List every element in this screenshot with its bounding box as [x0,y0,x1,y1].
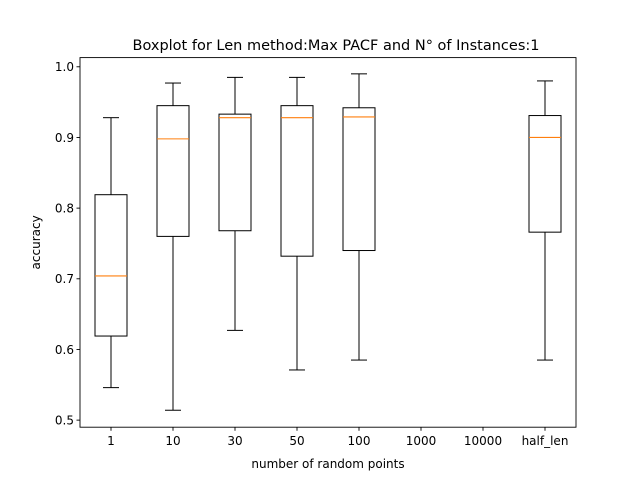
x-tick-label-0: 1 [107,434,115,448]
y-tick-label-3: 0.8 [55,201,74,215]
y-tick-label-0: 0.5 [55,413,74,427]
x-tick-label-3: 50 [289,434,304,448]
chart-title: Boxplot for Len method:Max PACF and N° o… [133,38,540,54]
x-tick-label-7: half_len [522,434,569,448]
x-tick-label-2: 30 [227,434,242,448]
x-axis-label: number of random points [251,457,404,471]
x-tick-label-1: 10 [165,434,180,448]
plot-area: 0.5 0.6 0.7 0.8 0.9 1.0 1 10 30 50 100 1000 10000 hal… [55,60,569,448]
x-tick-label-6: 10000 [464,434,502,448]
x-tick-label-5: 1000 [406,434,437,448]
box-30 [218,113,252,232]
y-tick-label-1: 0.6 [55,343,74,357]
y-axis-label: accuracy [29,215,43,269]
box-1 [94,194,128,337]
box-half-len [528,115,562,233]
x-tick-label-4: 100 [348,434,371,448]
y-tick-label-5: 1.0 [55,60,74,74]
box-50 [280,105,314,257]
axes-frame [79,57,577,428]
box-100 [342,107,376,252]
y-tick-label-2: 0.7 [55,272,74,286]
box-10 [156,105,190,237]
y-tick-label-4: 0.9 [55,131,74,145]
